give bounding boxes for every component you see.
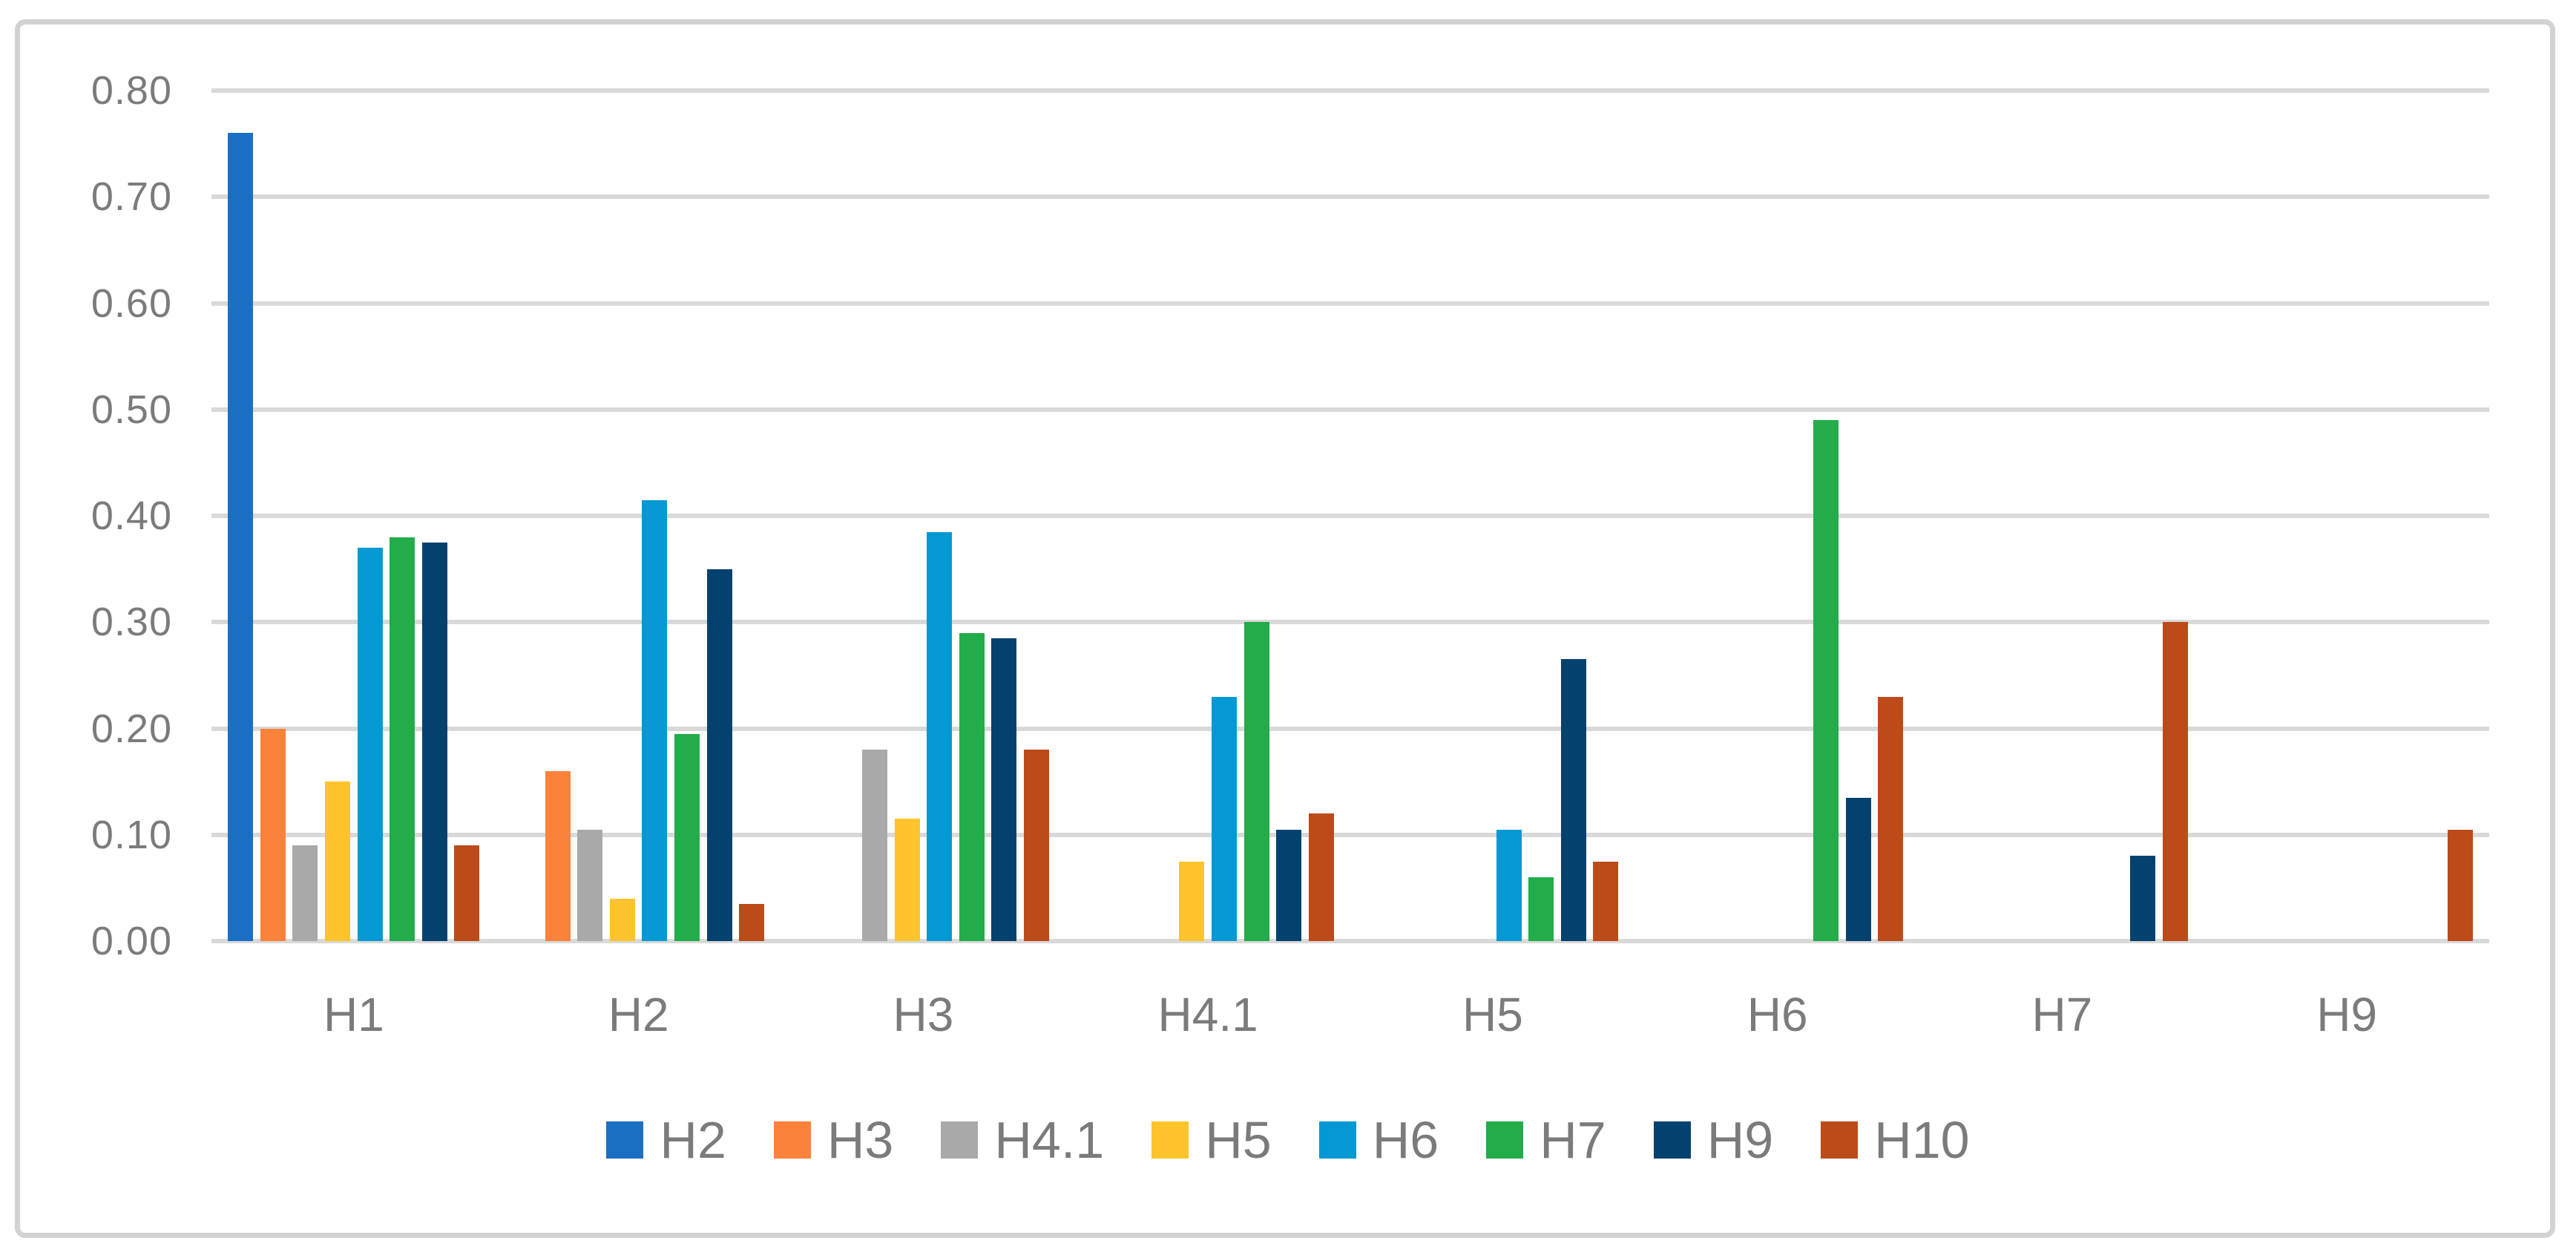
bar-H5-H4.1 [1179, 861, 1205, 941]
gridline [211, 832, 2489, 837]
bar-H7-H6 [1813, 420, 1839, 941]
bar-H6-H1 [357, 547, 383, 941]
bar-H9-H3 [991, 638, 1017, 941]
legend-swatch-icon [773, 1121, 811, 1159]
bar-H9-H7 [2130, 856, 2156, 941]
x-category-label: H9 [2316, 988, 2378, 1041]
gridline [211, 514, 2489, 518]
y-tick-label: 0.30 [91, 600, 172, 645]
y-axis: 0.00 0.10 0.20 0.30 0.40 0.50 0.60 0.70 0.80 [0, 68, 172, 963]
legend-item-H9: H9 [1653, 1110, 1774, 1170]
legend-item-H10: H10 [1821, 1110, 1970, 1170]
y-tick-label: 0.80 [91, 68, 172, 113]
bar-H10-H6 [1878, 696, 1904, 941]
y-tick-label: 0.60 [91, 281, 172, 326]
legend-label: H5 [1205, 1111, 1272, 1169]
x-category-label: H7 [2031, 988, 2093, 1041]
gridline [211, 194, 2489, 200]
bar-H6-H4.1 [1211, 696, 1237, 941]
bar-H5-H3 [894, 819, 920, 941]
y-tick-label: 0.70 [91, 174, 172, 220]
bar-H3-H1 [260, 728, 286, 941]
legend-swatch-icon [941, 1121, 979, 1159]
bar-H5-H2 [609, 898, 635, 941]
bar-H9-H1 [421, 542, 447, 941]
bar-H9-H2 [706, 569, 732, 941]
legend-label: H9 [1706, 1111, 1774, 1169]
y-tick-label: 0.00 [91, 919, 172, 963]
y-tick-label: 0.10 [91, 812, 172, 857]
legend-swatch-icon [1821, 1121, 1859, 1159]
legend: H2 H3 H4.1 H5 H6 H7 H9 H10 [0, 1110, 2576, 1170]
legend-item-H6: H6 [1318, 1110, 1439, 1170]
y-tick-label: 0.40 [91, 494, 172, 538]
legend-label: H4.1 [994, 1111, 1105, 1169]
gridline [211, 301, 2489, 306]
bar-H7-H3 [959, 632, 985, 941]
bar-H7-H2 [674, 733, 700, 941]
bar-H10-H3 [1023, 750, 1049, 941]
legend-label: H3 [827, 1111, 894, 1169]
bar-H9-H4.1 [1276, 829, 1302, 941]
bar-H7-H4.1 [1243, 622, 1269, 941]
legend-label: H7 [1540, 1111, 1606, 1169]
x-category-label: H1 [323, 988, 384, 1041]
gridline [211, 620, 2489, 625]
legend-label: H10 [1874, 1111, 1970, 1169]
bar-H4.1-H1 [292, 845, 318, 941]
bar-H4.1-H3 [861, 750, 887, 941]
bar-H9-H5 [1560, 659, 1586, 941]
bar-H4.1-H2 [577, 829, 603, 941]
legend-swatch-icon [1653, 1121, 1691, 1159]
legend-item-H5: H5 [1151, 1110, 1272, 1170]
bar-H7-H1 [390, 537, 415, 941]
bar-H10-H9 [2447, 829, 2473, 941]
x-category-label: H3 [893, 988, 954, 1041]
bar-H6-H5 [1496, 829, 1522, 941]
gridline [211, 726, 2489, 731]
legend-item-H4.1: H4.1 [941, 1110, 1104, 1170]
legend-swatch-icon [1151, 1121, 1189, 1159]
bar-H6-H3 [927, 531, 953, 941]
legend-label: H2 [660, 1111, 726, 1169]
bar-H6-H2 [642, 499, 668, 941]
plot-area [211, 88, 2489, 943]
legend-item-H2: H2 [606, 1110, 726, 1170]
legend-swatch-icon [1318, 1121, 1356, 1159]
legend-swatch-icon [1486, 1121, 1524, 1159]
x-category-label: H2 [608, 988, 669, 1041]
gridline [211, 88, 2489, 93]
bar-H10-H2 [739, 903, 765, 941]
bar-H10-H4.1 [1308, 813, 1334, 941]
y-tick-label: 0.20 [91, 706, 172, 751]
x-axis: H1 H2 H3 H4.1 H5 H6 H7 H9 [211, 987, 2489, 1054]
bar-H10-H7 [2162, 622, 2188, 941]
y-tick-label: 0.50 [91, 387, 172, 432]
gridline [211, 407, 2489, 412]
legend-swatch-icon [606, 1121, 644, 1159]
bar-H7-H5 [1528, 877, 1554, 941]
x-category-label: H5 [1462, 988, 1523, 1041]
bar-H10-H5 [1593, 861, 1619, 941]
bar-H5-H1 [325, 782, 351, 941]
legend-item-H3: H3 [773, 1110, 894, 1170]
x-category-label: H4.1 [1157, 988, 1258, 1041]
x-category-label: H6 [1747, 988, 1808, 1041]
bar-H10-H1 [454, 845, 480, 941]
bar-H2-H1 [228, 133, 254, 941]
bar-H9-H6 [1845, 797, 1871, 941]
gridline [211, 939, 2489, 943]
legend-label: H6 [1372, 1111, 1439, 1169]
bar-H3-H2 [545, 770, 571, 941]
legend-item-H7: H7 [1486, 1110, 1606, 1170]
chart-outer-border [15, 19, 2555, 1238]
